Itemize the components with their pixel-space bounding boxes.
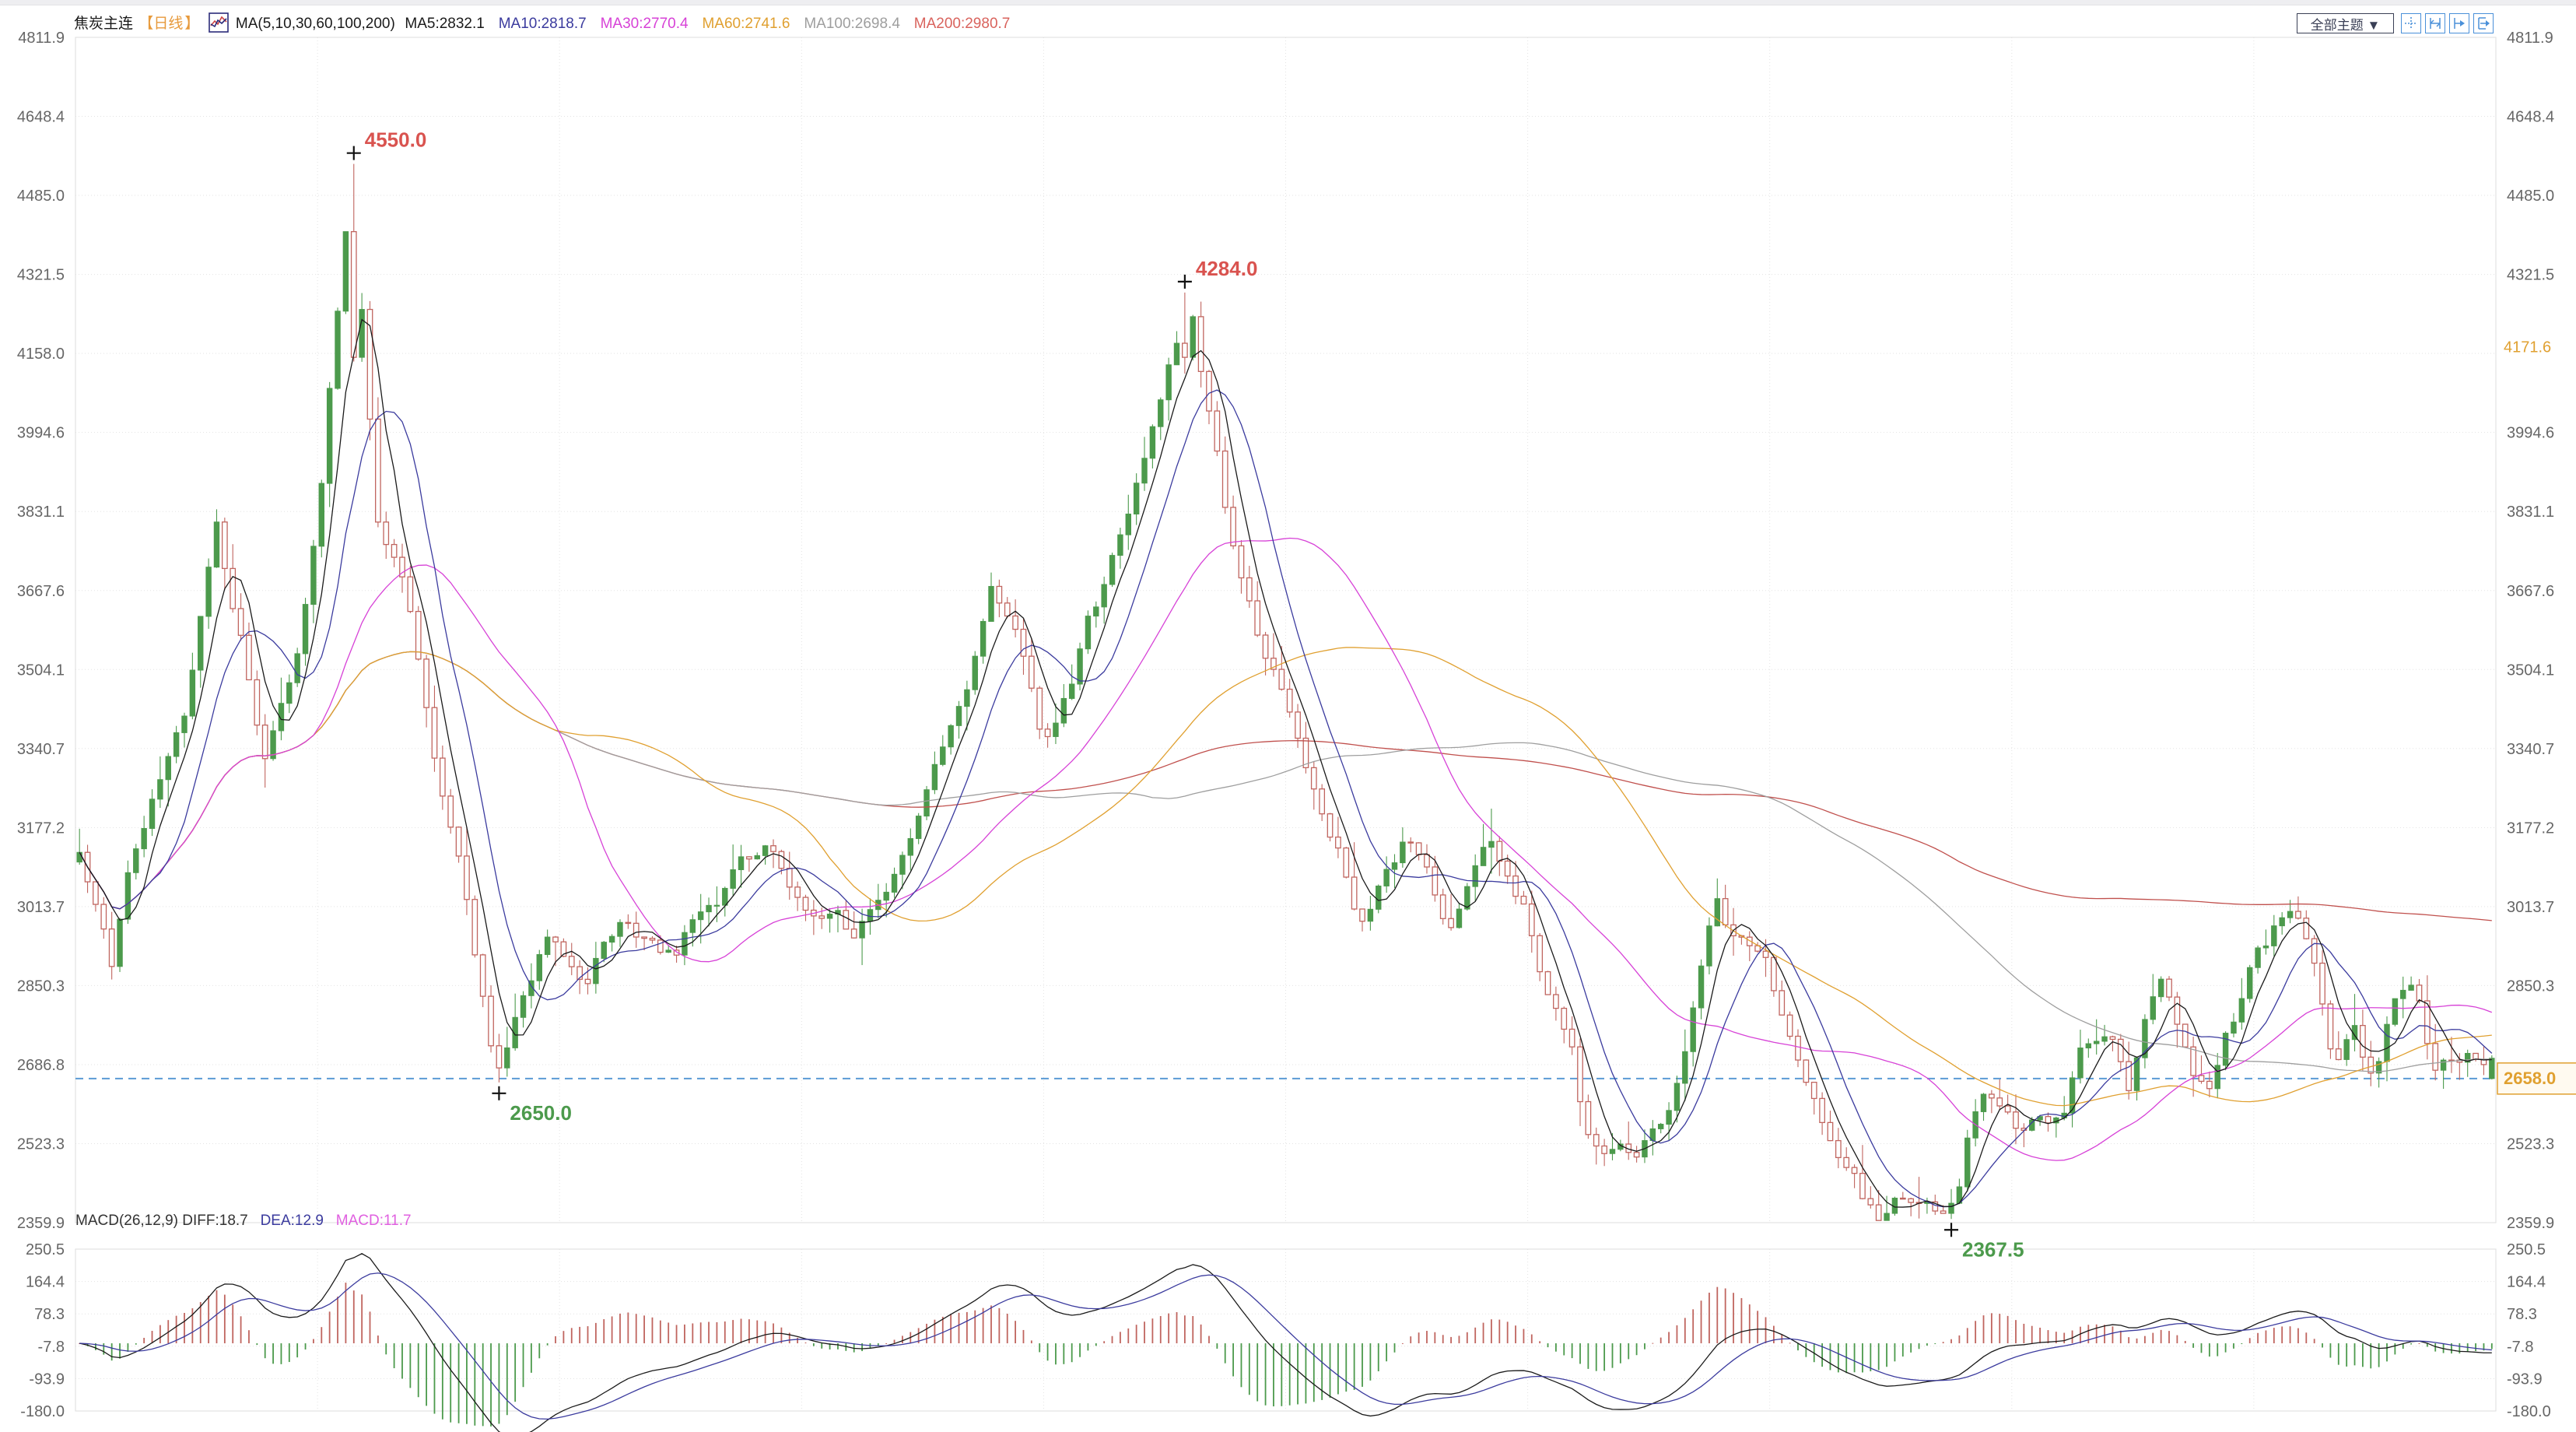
svg-text:2523.3: 2523.3 <box>2507 1136 2554 1153</box>
svg-text:2650.0: 2650.0 <box>510 1101 572 1125</box>
svg-text:4284.0: 4284.0 <box>1196 257 1258 280</box>
svg-text:3013.7: 3013.7 <box>2507 899 2554 916</box>
svg-text:4171.6: 4171.6 <box>2504 339 2551 356</box>
svg-text:4550.0: 4550.0 <box>365 128 427 152</box>
svg-text:4648.4: 4648.4 <box>17 109 65 126</box>
svg-text:4811.9: 4811.9 <box>18 30 65 47</box>
svg-text:3667.6: 3667.6 <box>2507 583 2554 600</box>
svg-text:3013.7: 3013.7 <box>17 899 65 916</box>
svg-text:4485.0: 4485.0 <box>17 188 65 205</box>
svg-text:3177.2: 3177.2 <box>17 820 65 837</box>
svg-text:3667.6: 3667.6 <box>17 583 65 600</box>
svg-text:78.3: 78.3 <box>2507 1306 2537 1323</box>
svg-text:4648.4: 4648.4 <box>2507 109 2554 126</box>
svg-text:164.4: 164.4 <box>2507 1274 2546 1291</box>
svg-text:3340.7: 3340.7 <box>2507 741 2554 758</box>
svg-text:3340.7: 3340.7 <box>17 741 65 758</box>
svg-text:78.3: 78.3 <box>34 1306 65 1323</box>
svg-text:-93.9: -93.9 <box>2507 1371 2543 1388</box>
svg-text:4158.0: 4158.0 <box>17 346 65 363</box>
svg-text:-7.8: -7.8 <box>38 1339 65 1356</box>
svg-text:2686.8: 2686.8 <box>17 1057 65 1074</box>
svg-text:-7.8: -7.8 <box>2507 1339 2533 1356</box>
svg-text:3177.2: 3177.2 <box>2507 820 2554 837</box>
svg-text:3831.1: 3831.1 <box>2507 504 2554 521</box>
svg-text:3504.1: 3504.1 <box>2507 662 2554 679</box>
svg-text:250.5: 250.5 <box>2507 1241 2546 1258</box>
svg-text:250.5: 250.5 <box>26 1241 65 1258</box>
svg-text:2850.3: 2850.3 <box>2507 977 2554 995</box>
svg-text:2523.3: 2523.3 <box>17 1136 65 1153</box>
svg-text:4811.9: 4811.9 <box>2507 30 2553 47</box>
svg-text:164.4: 164.4 <box>26 1274 65 1291</box>
svg-text:4485.0: 4485.0 <box>2507 188 2554 205</box>
svg-text:2359.9: 2359.9 <box>17 1215 65 1232</box>
svg-text:3831.1: 3831.1 <box>17 504 65 521</box>
svg-text:2367.5: 2367.5 <box>1962 1237 2024 1261</box>
svg-text:2850.3: 2850.3 <box>17 977 65 995</box>
svg-text:-180.0: -180.0 <box>2507 1403 2551 1420</box>
svg-text:4321.5: 4321.5 <box>2507 267 2554 284</box>
svg-text:4321.5: 4321.5 <box>17 267 65 284</box>
svg-text:-180.0: -180.0 <box>20 1403 65 1420</box>
svg-text:3504.1: 3504.1 <box>17 662 65 679</box>
svg-text:2658.0: 2658.0 <box>2504 1069 2556 1088</box>
svg-text:2359.9: 2359.9 <box>2507 1215 2554 1232</box>
svg-text:3994.6: 3994.6 <box>2507 425 2554 442</box>
svg-text:3994.6: 3994.6 <box>17 425 65 442</box>
svg-text:-93.9: -93.9 <box>29 1371 65 1388</box>
